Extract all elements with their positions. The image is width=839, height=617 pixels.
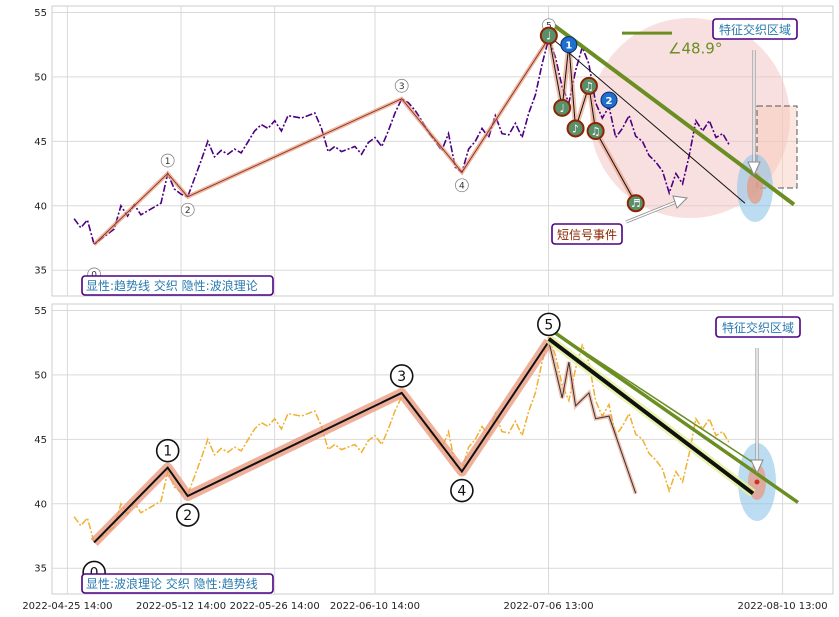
feature-arrow-head — [750, 459, 764, 475]
price-line — [73, 333, 731, 544]
top-panel: 3540455055∠48.9°012345♩♩♪♫♫♬12特征交织区域短信号事… — [34, 5, 834, 297]
short-signal-symbol: ♫ — [584, 80, 594, 93]
price-line — [73, 35, 731, 246]
x-axis: 2022-04-25 14:00 2022-05-12 14:00 2022-05-… — [22, 601, 827, 612]
angle-label: ∠48.9° — [668, 40, 722, 58]
wave-label-circle — [450, 478, 474, 503]
y-tick-label: 50 — [34, 72, 47, 83]
trendline-inner — [548, 35, 746, 204]
short-signal-symbol: ♬ — [631, 197, 641, 210]
wave-label-circle — [394, 78, 409, 93]
bottom-panel: 3540455055012345特征交织区域显性:波浪理论 交织 隐性:趋势线 — [34, 303, 834, 595]
signal-arrow-head — [672, 195, 689, 209]
short-signal-marker — [579, 76, 598, 95]
signal-arrow-core — [625, 201, 677, 223]
short-signal-symbol: ♫ — [591, 125, 601, 138]
x-tick-label: 2022-05-12 14:00 — [136, 601, 226, 612]
caption-text: 显性:波浪理论 交织 隐性:趋势线 — [86, 576, 258, 591]
wave-label-circle — [155, 438, 180, 463]
wave-line — [93, 38, 550, 245]
x-tick-label: 2022-08-10 13:00 — [738, 601, 828, 612]
y-tick-label: 45 — [34, 435, 47, 446]
feature-annotation-box — [712, 18, 798, 40]
caption-text: 显性:趋势线 交织 隐性:波浪理论 — [86, 278, 258, 293]
wave-label: 5 — [546, 21, 552, 31]
x-tick-label: 2022-06-10 14:00 — [330, 601, 420, 612]
downleg-line — [548, 341, 637, 494]
y-tick-label: 55 — [34, 8, 47, 19]
caption-box — [81, 275, 274, 296]
wave-label: 2 — [183, 508, 192, 524]
wave-label-circle — [389, 364, 414, 388]
wave-label-circle — [160, 153, 175, 168]
wave-label: 4 — [457, 484, 466, 500]
caption-box — [81, 573, 274, 594]
wave-label: 1 — [163, 444, 172, 460]
count-badge — [600, 91, 618, 109]
short-signal-symbol: ♩ — [546, 30, 551, 43]
feature-annotation-box — [715, 316, 801, 338]
wave-label-circle — [537, 312, 561, 337]
feature-dot — [754, 479, 760, 485]
short-signal-marker — [566, 119, 585, 138]
y-tick-label: 35 — [34, 266, 47, 277]
short-signal-marker — [553, 98, 572, 117]
trendline-outer — [547, 327, 800, 504]
x-tick-label: 2022-07-06 13:00 — [503, 601, 593, 612]
x-tick-label: 2022-04-25 14:00 — [22, 601, 112, 612]
short-signal-annotation-box — [551, 223, 623, 245]
short-signal-symbol: ♩ — [560, 102, 565, 115]
wave-label: 1 — [165, 157, 171, 167]
short-signal-marker — [539, 26, 558, 45]
wave-label: 3 — [399, 82, 405, 92]
y-tick-label: 40 — [34, 201, 47, 212]
count-badge — [560, 36, 578, 54]
wave-line — [93, 340, 550, 544]
y-tick-label: 35 — [34, 564, 47, 575]
wave-label: 3 — [397, 369, 406, 385]
count-badge-label: 2 — [606, 96, 613, 107]
feature-arrow-head — [747, 161, 761, 177]
signal-zone-circle — [590, 18, 790, 218]
wave-label-circle — [454, 178, 469, 193]
x-tick-label: 2022-05-26 14:00 — [230, 601, 320, 612]
wave-label-circle — [175, 503, 200, 527]
wave-label: 4 — [459, 181, 465, 191]
trendline-upper — [548, 327, 758, 466]
wave-label-circle — [180, 202, 195, 217]
count-badge-label: 1 — [565, 41, 572, 52]
short-signal-marker — [626, 194, 645, 213]
feature-annotation-text: 特征交织区域 — [722, 320, 794, 335]
y-tick-label: 45 — [34, 137, 47, 148]
wave-label: 5 — [544, 317, 553, 333]
wave-label: 2 — [185, 206, 191, 216]
y-tick-label: 55 — [34, 306, 47, 317]
y-tick-label: 40 — [34, 499, 47, 510]
trendline-main — [547, 337, 755, 496]
short-signal-symbol: ♪ — [572, 122, 579, 135]
y-tick-label: 50 — [34, 370, 47, 381]
feature-annotation-text: 特征交织区域 — [719, 22, 791, 37]
short-signal-marker — [586, 122, 605, 141]
short-signal-annotation-text: 短信号事件 — [557, 228, 617, 242]
